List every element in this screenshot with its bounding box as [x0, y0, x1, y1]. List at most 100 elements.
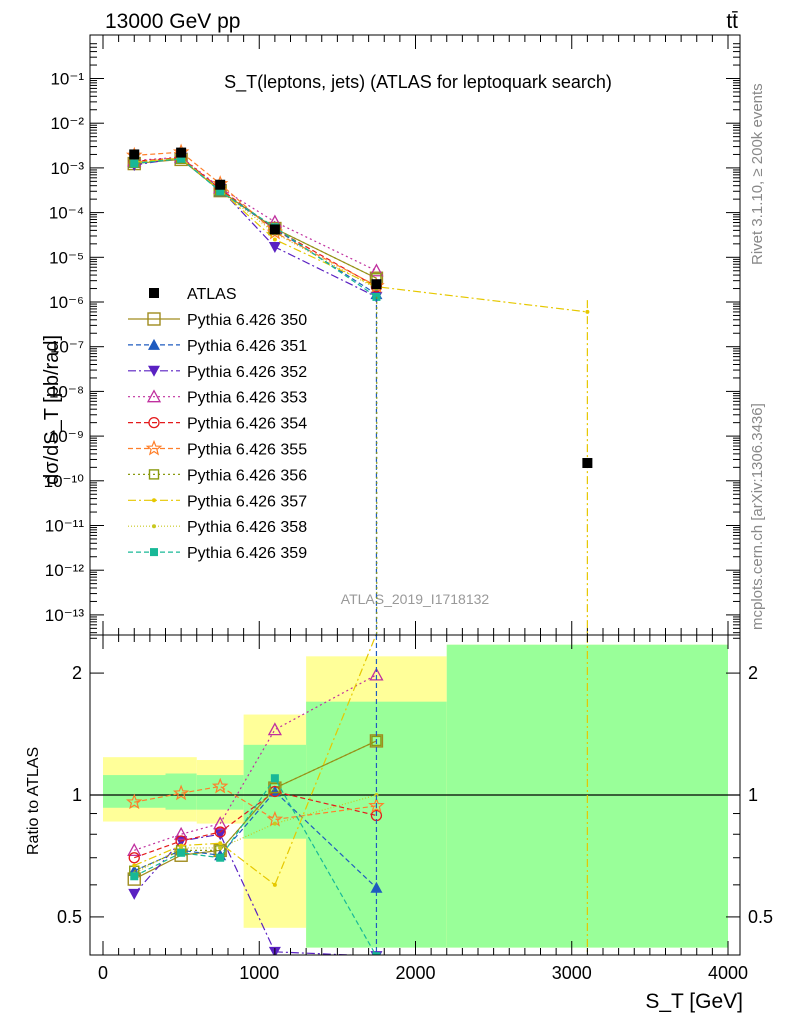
series-line — [134, 158, 377, 298]
y-tick-label: 0.5 — [57, 907, 82, 927]
analysis-label: ATLAS_2019_I1718132 — [341, 591, 490, 607]
y-tick-label: 10⁻³ — [50, 159, 84, 178]
series-s355 — [126, 143, 385, 293]
data-point — [146, 389, 162, 403]
series-line — [134, 157, 377, 290]
y-tick-label: 10⁻¹¹ — [45, 517, 85, 536]
data-point — [272, 882, 277, 887]
data-point — [128, 852, 140, 864]
data-point — [269, 224, 280, 235]
legend-label: Pythia 6.426 356 — [187, 467, 307, 484]
data-point — [148, 416, 160, 429]
data-point — [148, 365, 160, 377]
data-point — [129, 149, 140, 160]
x-tick-label: 1000 — [239, 963, 279, 983]
data-point — [145, 439, 163, 456]
data-point — [214, 826, 226, 838]
data-point — [369, 263, 384, 277]
legend-label: Pythia 6.426 353 — [187, 390, 307, 407]
y-tick-label: 10⁻⁴ — [49, 204, 84, 223]
legend-label: Pythia 6.426 351 — [187, 338, 307, 355]
rivet-label: Rivet 3.1.10, ≥ 200k events — [749, 83, 766, 265]
y-tick-label: 10⁻⁸ — [49, 382, 84, 401]
series-s356 — [129, 153, 382, 284]
data-point — [371, 279, 382, 290]
x-tick-label: 4000 — [708, 963, 748, 983]
legend-label: Pythia 6.426 354 — [187, 416, 307, 433]
data-point — [149, 288, 159, 298]
x-tick-label: 2000 — [395, 963, 435, 983]
y-tick-label: 10⁻⁹ — [49, 427, 84, 446]
y-tick-label: 10⁻⁷ — [50, 338, 84, 357]
legend-label: Pythia 6.426 358 — [187, 519, 307, 536]
data-point — [267, 722, 282, 736]
y-axis-label: dσ/dS_T [pb/rad] — [41, 335, 63, 485]
y-tick-label: 1 — [72, 785, 82, 805]
y-tick-label: 10⁻⁵ — [49, 248, 84, 267]
data-point — [214, 829, 227, 841]
data-point — [368, 797, 385, 813]
data-point — [176, 147, 187, 158]
legend-label: Pythia 6.426 352 — [187, 364, 307, 381]
data-point — [216, 187, 225, 196]
series-line — [133, 833, 364, 955]
y-tick-label: 10⁻¹⁰ — [44, 472, 85, 491]
data-point — [130, 159, 139, 168]
data-point — [371, 735, 382, 747]
y-tick-label: 10⁻¹ — [50, 70, 84, 89]
data-point — [127, 842, 142, 857]
series-s350 — [127, 152, 384, 285]
y-tick-label: 10⁻¹³ — [45, 606, 85, 625]
data-point — [269, 782, 281, 794]
series-line — [134, 156, 377, 298]
legend-label: Pythia 6.426 357 — [187, 493, 307, 510]
y-tick-label: 10⁻¹² — [45, 561, 85, 580]
ratio-s354 — [128, 785, 383, 864]
data-point — [215, 179, 226, 190]
data-point — [174, 826, 189, 840]
mcplots-label: mcplots.cern.ch [arXiv:1306.3436] — [749, 403, 766, 630]
data-point — [272, 237, 277, 242]
uncertainty-band — [103, 775, 166, 808]
data-point — [216, 853, 225, 862]
data-point — [177, 154, 186, 163]
x-tick-label: 3000 — [552, 963, 592, 983]
main-panel: 10⁻¹³ 10⁻¹² 10⁻¹¹ 10⁻¹⁰ 10⁻⁹ 10⁻⁸ 10⁻⁷ 10⁻⁶ 10⁻⁵… — [41, 34, 741, 639]
y-tick-label: 2 — [72, 663, 82, 683]
series-line — [134, 674, 377, 851]
ratio-y-label: Ratio to ATLAS — [25, 747, 42, 855]
ratio-series — [125, 635, 588, 955]
series-s353 — [127, 149, 384, 277]
x-axis-label: S_T [GeV] — [645, 990, 743, 1013]
data-point — [211, 777, 229, 794]
series-s359 — [130, 154, 381, 301]
legend: ATLAS Pythia 6.426 350 Pythia 6.426 351 Pyt… — [128, 286, 307, 562]
data-point — [372, 952, 381, 955]
y-tick-label: 1 — [748, 785, 758, 805]
data-point — [177, 848, 186, 857]
process-label: tt̄ — [726, 10, 738, 33]
data-point — [272, 821, 277, 826]
data-point — [213, 816, 228, 830]
series-line — [134, 151, 377, 287]
data-point — [582, 458, 593, 469]
data-point — [172, 784, 190, 801]
data-point — [125, 793, 143, 810]
beam-label: 13000 GeV pp — [105, 10, 240, 33]
data-point — [148, 469, 160, 480]
series-atlas — [129, 147, 593, 469]
series-line — [134, 635, 377, 886]
ratio-s359 — [130, 774, 381, 955]
data-point — [150, 548, 158, 557]
series-s352 — [128, 152, 383, 303]
legend-label: Pythia 6.426 355 — [187, 442, 307, 459]
data-point — [268, 241, 281, 253]
legend-label: Pythia 6.426 350 — [187, 312, 307, 329]
data-point — [148, 338, 160, 350]
y-tick-label: 2 — [748, 663, 758, 683]
series-line — [134, 158, 377, 279]
data-point — [147, 312, 161, 326]
y-tick-label: 0.5 — [748, 907, 773, 927]
ratio-panel: 0.5 0.5 1 1 2 2 0 1000 2000 3000 4000 Ratio to ATLA… — [25, 634, 773, 1013]
